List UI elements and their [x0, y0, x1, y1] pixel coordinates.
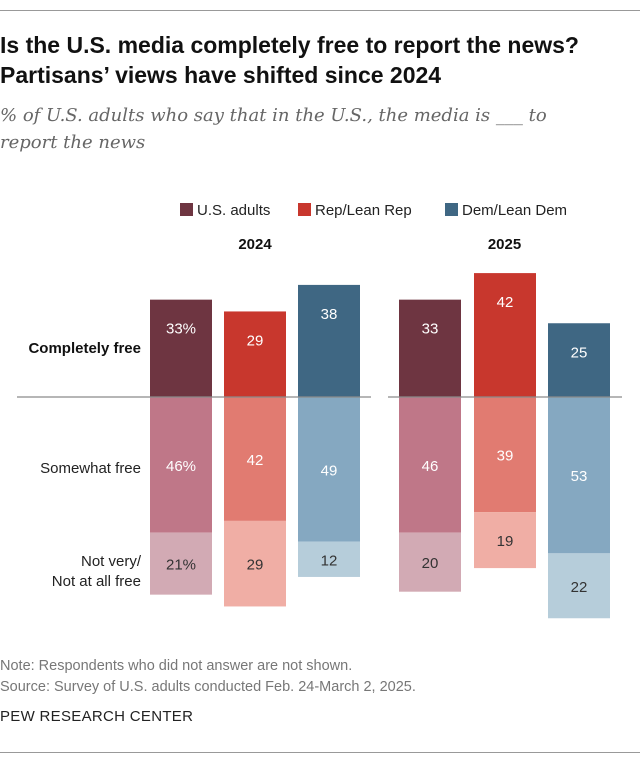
label-completely-free-rep-lean-rep-2025: 42 — [497, 294, 514, 311]
bar-somewhat-free-dem-lean-dem-2025 — [548, 397, 610, 554]
label-somewhat-free-u-s-adults-2024: 46% — [166, 458, 196, 475]
bar-completely-free-u-s-adults-2025 — [399, 299, 461, 397]
bar-not-free-u-s-adults-2024 — [150, 532, 212, 595]
top-rule — [0, 10, 640, 11]
bar-somewhat-free-u-s-adults-2024 — [150, 397, 212, 533]
bar-somewhat-free-dem-lean-dem-2024 — [298, 397, 360, 542]
category-label-somewhat-free: Somewhat free — [40, 460, 141, 477]
label-somewhat-free-dem-lean-dem-2025: 53 — [571, 468, 588, 485]
legend-swatch-us-adults — [180, 203, 193, 216]
label-not-free-rep-lean-rep-2025: 19 — [497, 533, 514, 550]
category-label-completely-free: Completely free — [28, 340, 141, 357]
legend-swatch-dem — [445, 203, 458, 216]
bar-completely-free-rep-lean-rep-2025 — [474, 273, 536, 397]
bar-somewhat-free-rep-lean-rep-2024 — [224, 397, 286, 521]
group-label-2025: 2025 — [488, 236, 521, 253]
bar-not-free-rep-lean-rep-2025 — [474, 512, 536, 569]
label-not-free-u-s-adults-2024: 21% — [166, 557, 196, 574]
chart-title: Is the U.S. media completely free to rep… — [0, 32, 579, 88]
group-label-2024: 2024 — [238, 236, 272, 253]
label-completely-free-u-s-adults-2024: 33% — [166, 321, 196, 338]
label-completely-free-u-s-adults-2025: 33 — [422, 321, 439, 338]
bar-completely-free-dem-lean-dem-2025 — [548, 323, 610, 397]
label-not-free-dem-lean-dem-2025: 22 — [571, 579, 588, 596]
legend-label-dem: Dem/Lean Dem — [462, 202, 568, 219]
bar-not-free-rep-lean-rep-2024 — [224, 520, 286, 607]
org-name: PEW RESEARCH CENTER — [0, 708, 194, 725]
bar-somewhat-free-rep-lean-rep-2025 — [474, 397, 536, 513]
category-label-not-at-all: Not at all free — [52, 573, 141, 590]
label-somewhat-free-rep-lean-rep-2025: 39 — [497, 448, 514, 465]
footnotes: Note: Respondents who did not answer are… — [0, 656, 416, 698]
label-somewhat-free-rep-lean-rep-2024: 42 — [247, 452, 264, 469]
source-text: Source: Survey of U.S. adults conducted … — [0, 679, 416, 695]
label-somewhat-free-u-s-adults-2025: 46 — [422, 458, 439, 475]
label-completely-free-dem-lean-dem-2025: 25 — [571, 344, 588, 361]
bar-not-free-dem-lean-dem-2025 — [548, 553, 610, 619]
bar-completely-free-dem-lean-dem-2024 — [298, 284, 360, 397]
legend-item-rep: Rep/Lean Rep — [298, 201, 412, 221]
legend-swatch-rep — [298, 203, 311, 216]
bottom-rule — [0, 752, 640, 753]
bar-completely-free-u-s-adults-2024 — [150, 299, 212, 397]
bar-completely-free-rep-lean-rep-2024 — [224, 311, 286, 397]
legend-label-rep: Rep/Lean Rep — [315, 202, 412, 219]
label-completely-free-dem-lean-dem-2024: 38 — [321, 306, 338, 323]
note-text: Note: Respondents who did not answer are… — [0, 658, 353, 674]
bar-not-free-u-s-adults-2025 — [399, 532, 461, 592]
legend-label-us-adults: U.S. adults — [197, 202, 271, 219]
legend-item-dem: Dem/Lean Dem — [445, 201, 567, 221]
chart-subtitle: % of U.S. adults who say that in the U.S… — [0, 105, 547, 153]
label-not-free-rep-lean-rep-2024: 29 — [247, 557, 264, 574]
label-not-free-u-s-adults-2025: 20 — [422, 555, 439, 572]
legend-item-us-adults: U.S. adults — [180, 201, 270, 221]
bar-somewhat-free-u-s-adults-2025 — [399, 397, 461, 533]
label-not-free-dem-lean-dem-2024: 12 — [321, 552, 338, 569]
category-label-not-very: Not very/ — [81, 553, 142, 570]
label-completely-free-rep-lean-rep-2024: 29 — [247, 332, 264, 349]
label-somewhat-free-dem-lean-dem-2024: 49 — [321, 462, 338, 479]
bar-not-free-dem-lean-dem-2024 — [298, 541, 360, 577]
